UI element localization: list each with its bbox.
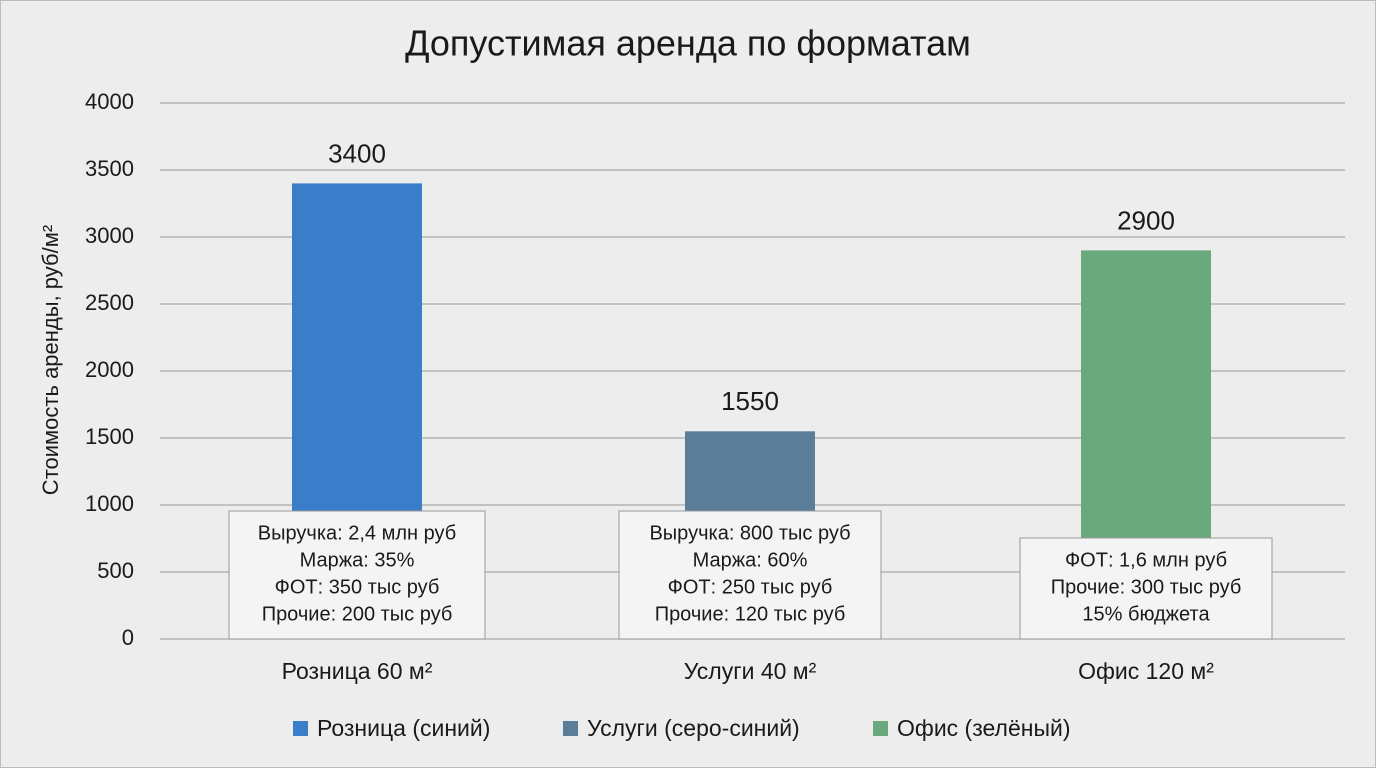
annotation-box [228,510,486,640]
y-axis-label: Стоимость аренды, руб/м² [38,225,63,495]
legend-swatch [293,721,308,736]
annotation-text: Прочие: 300 тыс руб [1051,576,1242,598]
value-label: 1550 [721,386,779,416]
legend-label: Розница (синий) [317,715,490,741]
annotation-text: Выручка: 2,4 млн руб [258,522,456,544]
y-tick-label: 4000 [85,89,134,114]
y-tick-label: 3500 [85,156,134,181]
value-label: 3400 [328,138,386,168]
annotation-box [1019,537,1273,640]
legend-swatch [873,721,888,736]
annotation-text: ФОТ: 350 тыс руб [275,576,440,598]
y-tick-label: 2500 [85,290,134,315]
y-tick-label: 1000 [85,491,134,516]
annotation-text: ФОТ: 250 тыс руб [668,576,833,598]
annotation-box [618,510,882,640]
y-tick-label: 1500 [85,424,134,449]
y-tick-label: 0 [122,625,134,650]
y-tick-label: 2000 [85,357,134,382]
y-tick-label: 3000 [85,223,134,248]
legend-label: Офис (зелёный) [897,715,1070,741]
x-tick-label: Розница 60 м² [282,658,433,684]
x-tick-label: Услуги 40 м² [684,658,817,684]
chart-title: Допустимая аренда по форматам [405,23,971,64]
x-tick-label: Офис 120 м² [1078,658,1214,684]
annotation-text: ФОТ: 1,6 млн руб [1065,549,1227,571]
value-label: 2900 [1117,205,1175,235]
annotation-text: 15% бюджета [1082,603,1210,625]
annotation-text: Прочие: 200 тыс руб [262,603,453,625]
annotation-text: Маржа: 35% [300,549,415,571]
y-tick-label: 500 [97,558,134,583]
legend-label: Услуги (серо-синий) [587,715,800,741]
annotation-text: Выручка: 800 тыс руб [649,522,850,544]
annotation-text: Прочие: 120 тыс руб [655,603,846,625]
annotation-text: Маржа: 60% [693,549,808,571]
legend-swatch [563,721,578,736]
